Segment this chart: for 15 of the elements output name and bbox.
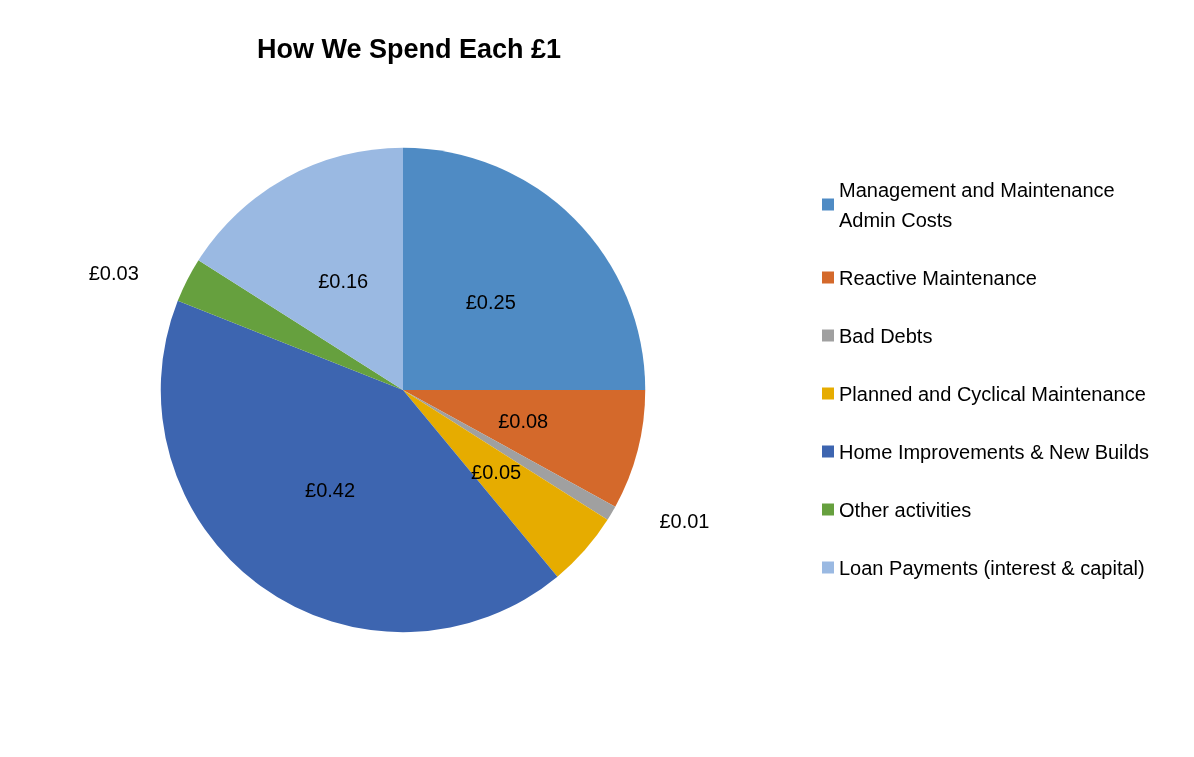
legend-label: Home Improvements & New Builds bbox=[839, 440, 1150, 463]
data-label: £0.08 bbox=[498, 409, 549, 432]
data-label: £0.25 bbox=[465, 291, 516, 314]
data-label: £0.03 bbox=[88, 262, 139, 285]
legend-label: Other activities bbox=[839, 498, 972, 521]
legend-label: Bad Debts bbox=[839, 324, 933, 347]
data-label: £0.05 bbox=[471, 461, 522, 484]
data-label: £0.42 bbox=[305, 479, 356, 502]
chart-title: How We Spend Each £1 bbox=[256, 33, 562, 64]
legend-label: Reactive Maintenance bbox=[839, 266, 1037, 289]
legend-label: Planned and Cyclical Maintenance bbox=[839, 382, 1146, 405]
legend-label: Management and Maintenance Admin Costs bbox=[839, 178, 1121, 231]
data-label: £0.16 bbox=[318, 270, 369, 293]
data-label: £0.01 bbox=[659, 509, 710, 532]
legend-label: Loan Payments (interest & capital) bbox=[839, 556, 1145, 579]
